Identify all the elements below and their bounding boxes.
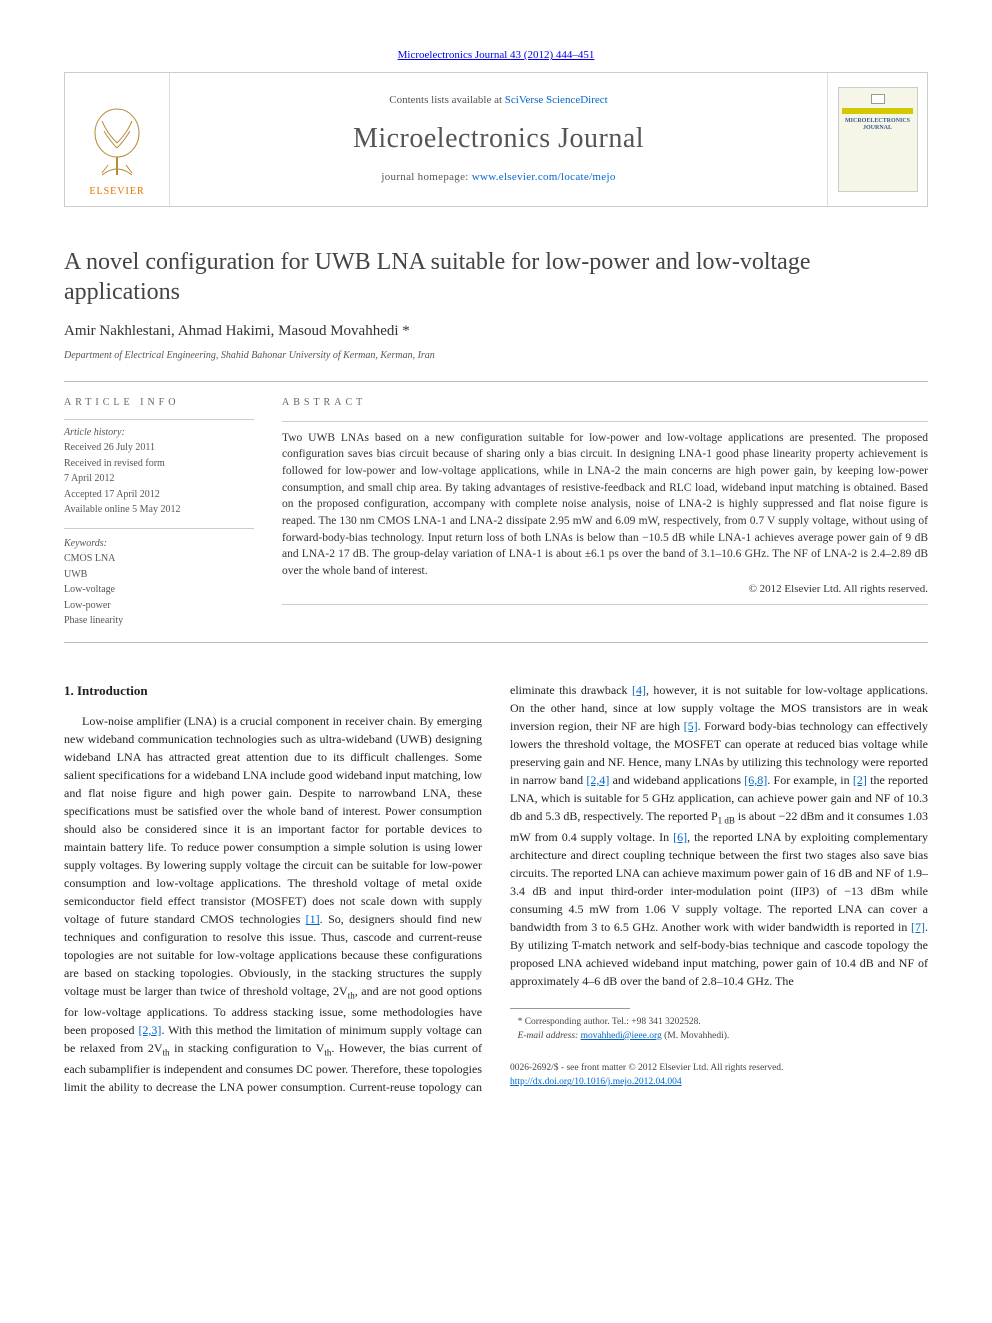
email-line: E-mail address: movahhedi@ieee.org (M. M… xyxy=(510,1029,928,1043)
ref-link[interactable]: [6,8] xyxy=(744,773,767,787)
homepage-line: journal homepage: www.elsevier.com/locat… xyxy=(381,170,615,186)
revised-date-line2: 7 April 2012 xyxy=(64,472,254,487)
footnote-rule xyxy=(510,1008,630,1009)
journal-name: Microelectronics Journal xyxy=(353,119,644,160)
section-heading-intro: 1. Introduction xyxy=(64,681,482,701)
keywords-label: Keywords: xyxy=(64,537,254,552)
article-info-block: ARTICLE INFO Article history: Received 2… xyxy=(64,396,254,630)
keyword: Phase linearity xyxy=(64,614,254,629)
divider xyxy=(64,419,254,420)
ref-link[interactable]: [4] xyxy=(632,683,646,697)
footer-block: 0026-2692/$ - see front matter © 2012 El… xyxy=(510,1061,928,1090)
ref-link[interactable]: [2,3] xyxy=(138,1023,161,1037)
ref-link[interactable]: [7] xyxy=(911,920,925,934)
email-link[interactable]: movahhedi@ieee.org xyxy=(581,1031,662,1041)
history-label: Article history: xyxy=(64,426,254,441)
journal-ref-link[interactable]: Microelectronics Journal 43 (2012) 444–4… xyxy=(398,49,595,61)
affiliation: Department of Electrical Engineering, Sh… xyxy=(64,349,928,364)
contents-lists-line: Contents lists available at SciVerse Sci… xyxy=(389,93,607,109)
online-date: Available online 5 May 2012 xyxy=(64,503,254,518)
ref-link[interactable]: [1] xyxy=(306,912,320,926)
divider xyxy=(282,421,928,422)
keyword: Low-power xyxy=(64,599,254,614)
footnotes: * Corresponding author. Tel.: +98 341 32… xyxy=(510,1015,928,1044)
cover-stripe xyxy=(842,108,912,114)
abstract-heading: ABSTRACT xyxy=(282,396,928,411)
body-columns: 1. Introduction Low-noise amplifier (LNA… xyxy=(64,681,928,1096)
homepage-link[interactable]: www.elsevier.com/locate/mejo xyxy=(472,171,616,183)
revised-date-line1: Received in revised form xyxy=(64,457,254,472)
abstract-copyright: © 2012 Elsevier Ltd. All rights reserved… xyxy=(282,582,928,598)
divider xyxy=(64,642,928,643)
journal-cover-thumbnail: MICROELECTRONICS JOURNAL xyxy=(838,87,918,192)
keyword: CMOS LNA xyxy=(64,552,254,567)
homepage-prefix: journal homepage: xyxy=(381,171,471,183)
sciverse-link[interactable]: SciVerse ScienceDirect xyxy=(505,94,608,106)
doi-link[interactable]: http://dx.doi.org/10.1016/j.mejo.2012.04… xyxy=(510,1077,682,1087)
publisher-label: ELSEVIER xyxy=(89,185,144,200)
divider xyxy=(282,604,928,605)
cover-title: MICROELECTRONICS JOURNAL xyxy=(839,118,917,131)
ref-link[interactable]: [5] xyxy=(684,719,698,733)
cover-flag-icon xyxy=(871,94,885,104)
abstract-text: Two UWB LNAs based on a new configuratio… xyxy=(282,430,928,580)
received-date: Received 26 July 2011 xyxy=(64,441,254,456)
ref-link[interactable]: [6] xyxy=(673,830,687,844)
publisher-logo-block: ELSEVIER xyxy=(65,73,170,206)
divider xyxy=(64,381,928,382)
authors-line: Amir Nakhlestani, Ahmad Hakimi, Masoud M… xyxy=(64,321,928,343)
article-title: A novel configuration for UWB LNA suitab… xyxy=(64,247,928,307)
elsevier-tree-icon xyxy=(82,103,152,183)
article-info-heading: ARTICLE INFO xyxy=(64,396,254,411)
keyword: UWB xyxy=(64,568,254,583)
journal-header: ELSEVIER Contents lists available at Sci… xyxy=(64,72,928,207)
contents-prefix: Contents lists available at xyxy=(389,94,504,106)
ref-link[interactable]: [2,4] xyxy=(586,773,609,787)
keyword: Low-voltage xyxy=(64,583,254,598)
corresponding-author: * Corresponding author. Tel.: +98 341 32… xyxy=(510,1015,928,1029)
issn-line: 0026-2692/$ - see front matter © 2012 El… xyxy=(510,1061,928,1075)
accepted-date: Accepted 17 April 2012 xyxy=(64,488,254,503)
ref-link[interactable]: [2] xyxy=(853,773,867,787)
